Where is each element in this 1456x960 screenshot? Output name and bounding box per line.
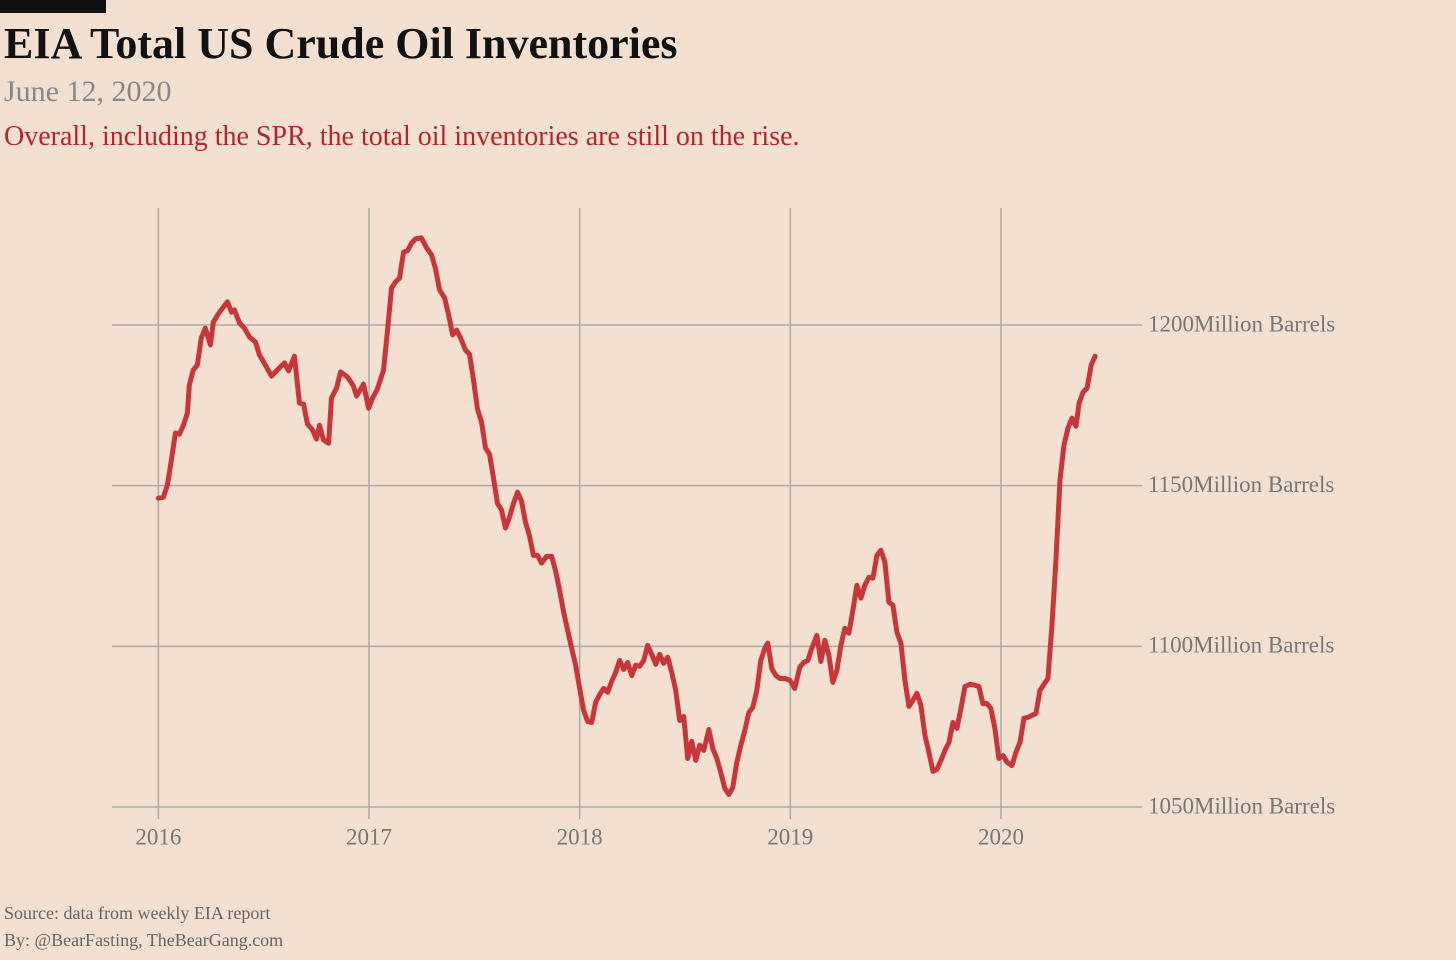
top-bar xyxy=(0,0,106,13)
credit-note: By: @BearFasting, TheBearGang.com xyxy=(4,930,283,950)
y-tick-label: 1050Million Barrels xyxy=(1148,793,1335,818)
x-tick-label: 2019 xyxy=(767,824,813,849)
chart-description: Overall, including the SPR, the total oi… xyxy=(4,121,800,152)
y-tick-label: 1100Million Barrels xyxy=(1148,633,1334,658)
data-line xyxy=(155,235,1098,797)
x-tick-label: 2017 xyxy=(346,824,392,849)
y-tick-label: 1200Million Barrels xyxy=(1148,311,1335,336)
x-tick-label: 2018 xyxy=(557,824,603,849)
source-note: Source: data from weekly EIA report xyxy=(4,903,270,923)
chart-subtitle: June 12, 2020 xyxy=(4,75,172,108)
chart-title: EIA Total US Crude Oil Inventories xyxy=(4,19,678,68)
x-tick-label: 2016 xyxy=(135,824,181,849)
x-tick-label: 2020 xyxy=(978,824,1024,849)
y-tick-label: 1150Million Barrels xyxy=(1148,472,1334,497)
